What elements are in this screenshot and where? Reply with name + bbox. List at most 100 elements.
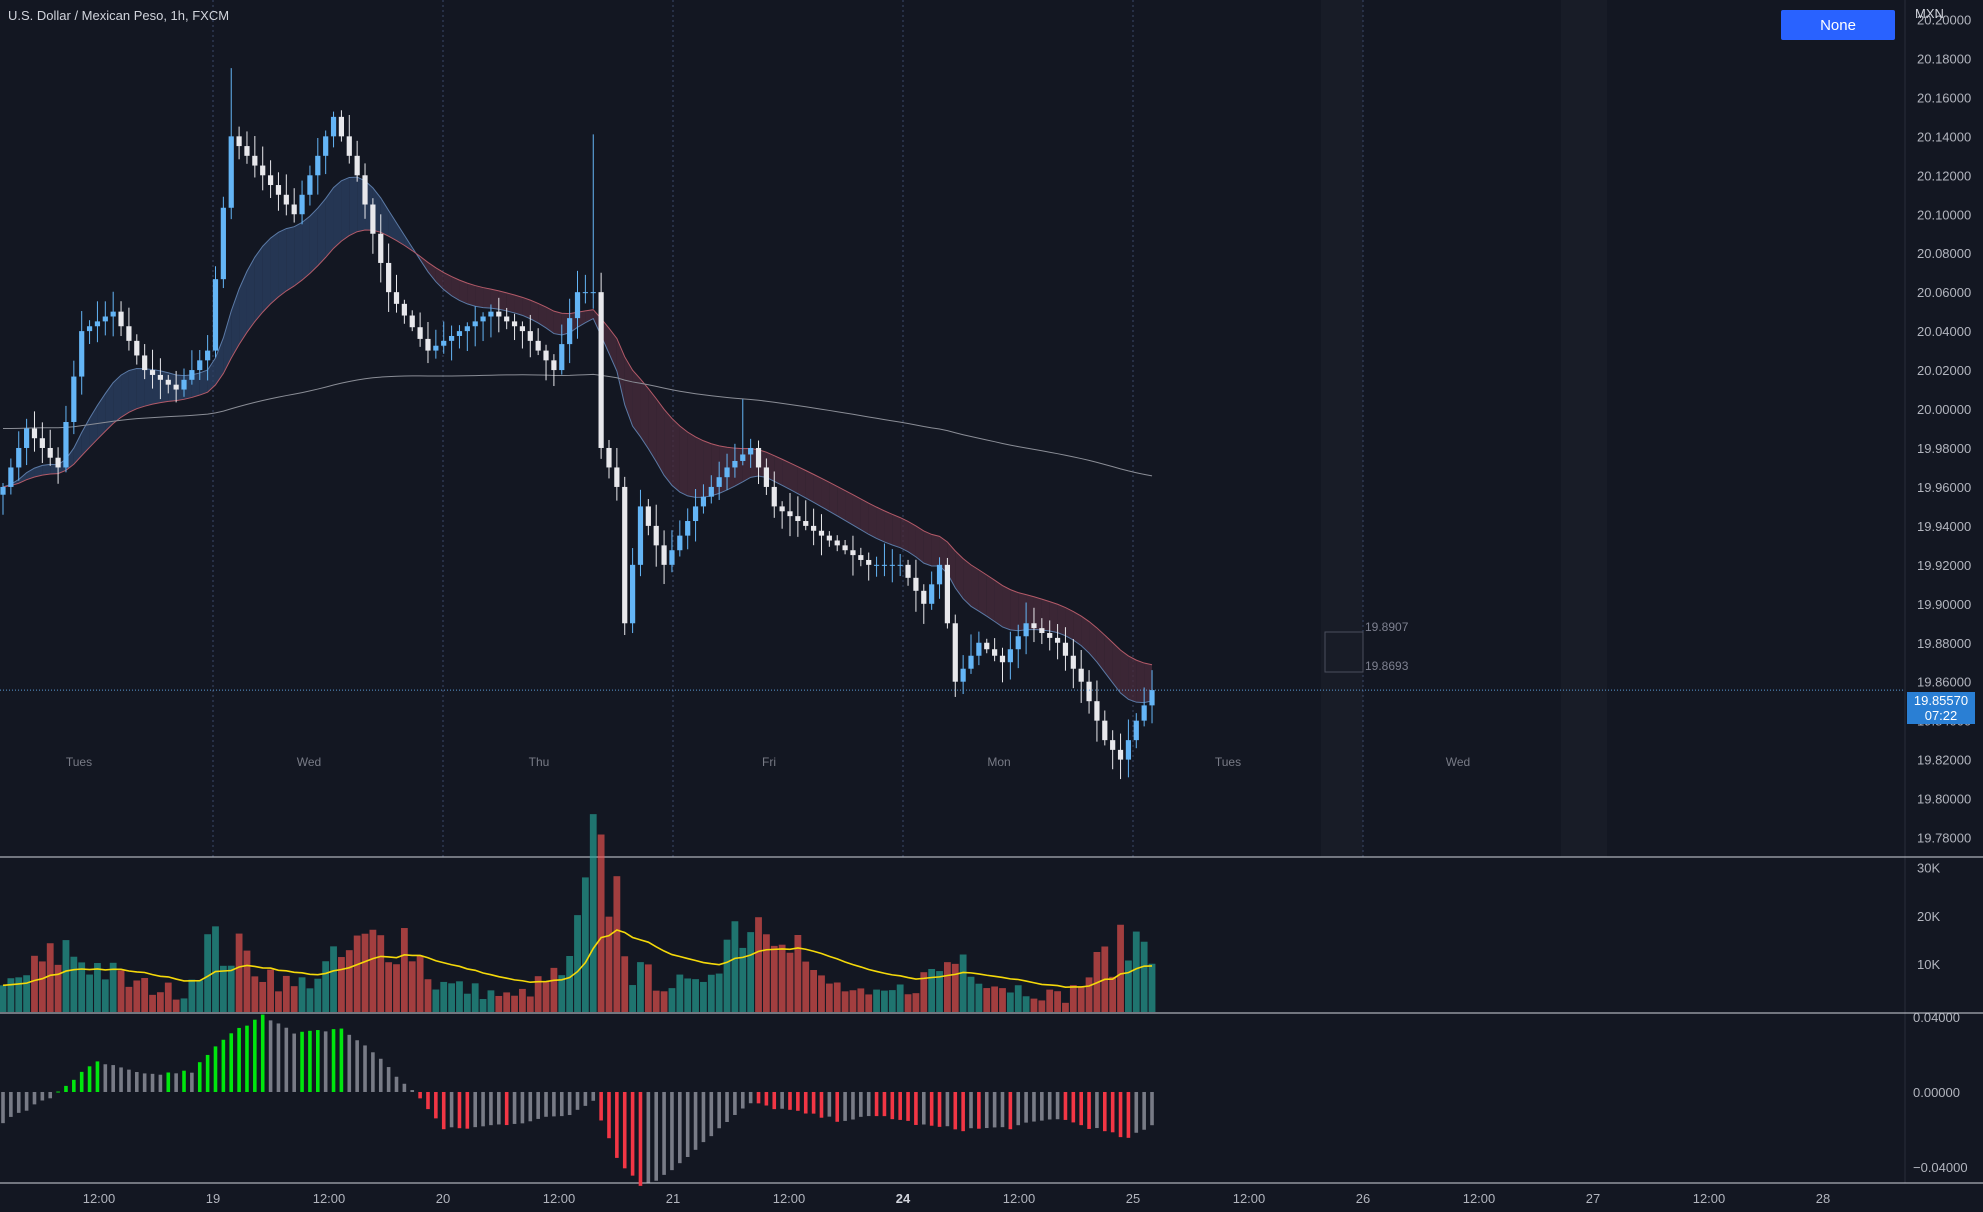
candle-body: [1015, 636, 1021, 650]
candle-body: [567, 318, 573, 345]
macd-bar: [150, 1073, 155, 1092]
candle-body: [771, 486, 777, 507]
candle-body: [992, 649, 998, 656]
candle-body: [889, 564, 895, 566]
candle-body: [291, 204, 297, 215]
candle-body: [283, 194, 289, 205]
volume-bar: [1140, 941, 1148, 1012]
candle-body: [1141, 705, 1147, 721]
macd-bar: [245, 1025, 249, 1092]
candle-body: [1062, 642, 1069, 656]
mode-none-button[interactable]: None: [1781, 10, 1895, 40]
price-tick-label: 19.92000: [1917, 558, 1971, 573]
macd-bar: [1150, 1092, 1154, 1126]
macd-bar: [1063, 1092, 1068, 1120]
ribbon-segment: [388, 210, 397, 241]
candle-body: [748, 447, 754, 455]
ribbon-segment: [278, 228, 287, 297]
ribbon-segment: [860, 498, 869, 535]
volume-bar: [440, 981, 448, 1012]
macd-bar: [630, 1092, 635, 1176]
volume-bar: [715, 973, 723, 1012]
volume-bar: [456, 981, 463, 1012]
price-tick-label: 20.14000: [1917, 129, 1971, 144]
macd-bar: [615, 1092, 619, 1158]
macd-bar: [678, 1092, 682, 1164]
macd-bar: [622, 1092, 627, 1169]
volume-bar: [54, 964, 62, 1012]
volume-bar: [212, 926, 219, 1012]
volume-bar: [31, 955, 38, 1012]
macd-bar: [803, 1092, 808, 1114]
volume-bar: [23, 975, 31, 1012]
candle-body: [370, 204, 376, 234]
macd-bar: [48, 1092, 53, 1099]
ribbon-segment: [207, 357, 216, 393]
candle-body: [8, 467, 14, 487]
candle-body: [590, 292, 596, 294]
macd-bar: [16, 1092, 21, 1113]
ribbon-segment: [530, 300, 539, 323]
volume-bar: [353, 935, 361, 1012]
candle-body: [338, 116, 345, 137]
candle-body: [708, 486, 714, 497]
candle-body: [378, 233, 384, 263]
candle-body: [480, 316, 486, 322]
volume-bar: [944, 962, 951, 1012]
volume-bar: [172, 999, 180, 1012]
time-tick-label: 28: [1816, 1191, 1830, 1206]
ribbon-segment: [931, 534, 940, 566]
macd-bar: [717, 1092, 721, 1129]
macd-bar: [662, 1092, 666, 1175]
ribbon-segment: [1112, 642, 1121, 694]
macd-bar: [977, 1092, 981, 1129]
volume-bar: [117, 970, 125, 1012]
macd-bar: [811, 1092, 816, 1114]
candle-body: [968, 655, 974, 669]
candle-body: [944, 564, 950, 624]
ribbon-segment: [498, 290, 507, 311]
candle-body: [913, 577, 919, 591]
macd-bar: [701, 1092, 706, 1143]
volume-bar: [904, 994, 912, 1012]
ribbon-segment: [774, 455, 783, 486]
ribbon-segment: [648, 388, 657, 462]
session-shade: [1321, 0, 1363, 857]
macd-bar: [937, 1092, 942, 1127]
time-tick-label: 24: [896, 1191, 911, 1206]
volume-bar: [511, 995, 518, 1012]
macd-bar: [693, 1092, 698, 1150]
candle-body: [1039, 628, 1045, 634]
price-tick-label: 20.20000: [1917, 12, 1971, 27]
ribbon-segment: [955, 551, 964, 599]
volume-bar: [78, 962, 86, 1012]
ribbon-segment: [223, 310, 232, 374]
candle-body: [1054, 637, 1061, 643]
volume-bar: [361, 933, 369, 1012]
candle-body: [31, 428, 38, 439]
ribbon-segment: [1018, 592, 1027, 631]
volume-bar: [157, 992, 164, 1012]
macd-bar: [308, 1030, 312, 1092]
ribbon-segment: [34, 465, 43, 478]
macd-bar: [851, 1092, 855, 1120]
last-price-value: 19.85570: [1913, 693, 1969, 708]
volume-bar: [1022, 996, 1030, 1012]
chart-title: U.S. Dollar / Mexican Peso, 1h, FXCM: [8, 8, 230, 23]
candle-body: [1102, 720, 1108, 741]
ribbon-segment: [546, 307, 554, 334]
ribbon-segment: [892, 514, 901, 548]
macd-bar: [1008, 1092, 1013, 1130]
volume-bar: [928, 968, 936, 1012]
volume-bar: [581, 877, 589, 1012]
volume-bar: [684, 978, 692, 1012]
candle-body: [637, 506, 644, 565]
macd-bar: [512, 1092, 517, 1124]
ribbon-segment: [451, 276, 460, 301]
candle-body: [409, 315, 415, 328]
candle-body: [606, 447, 612, 468]
ribbon-segment: [113, 375, 122, 424]
macd-bar: [559, 1092, 564, 1117]
candle-body: [582, 292, 588, 294]
